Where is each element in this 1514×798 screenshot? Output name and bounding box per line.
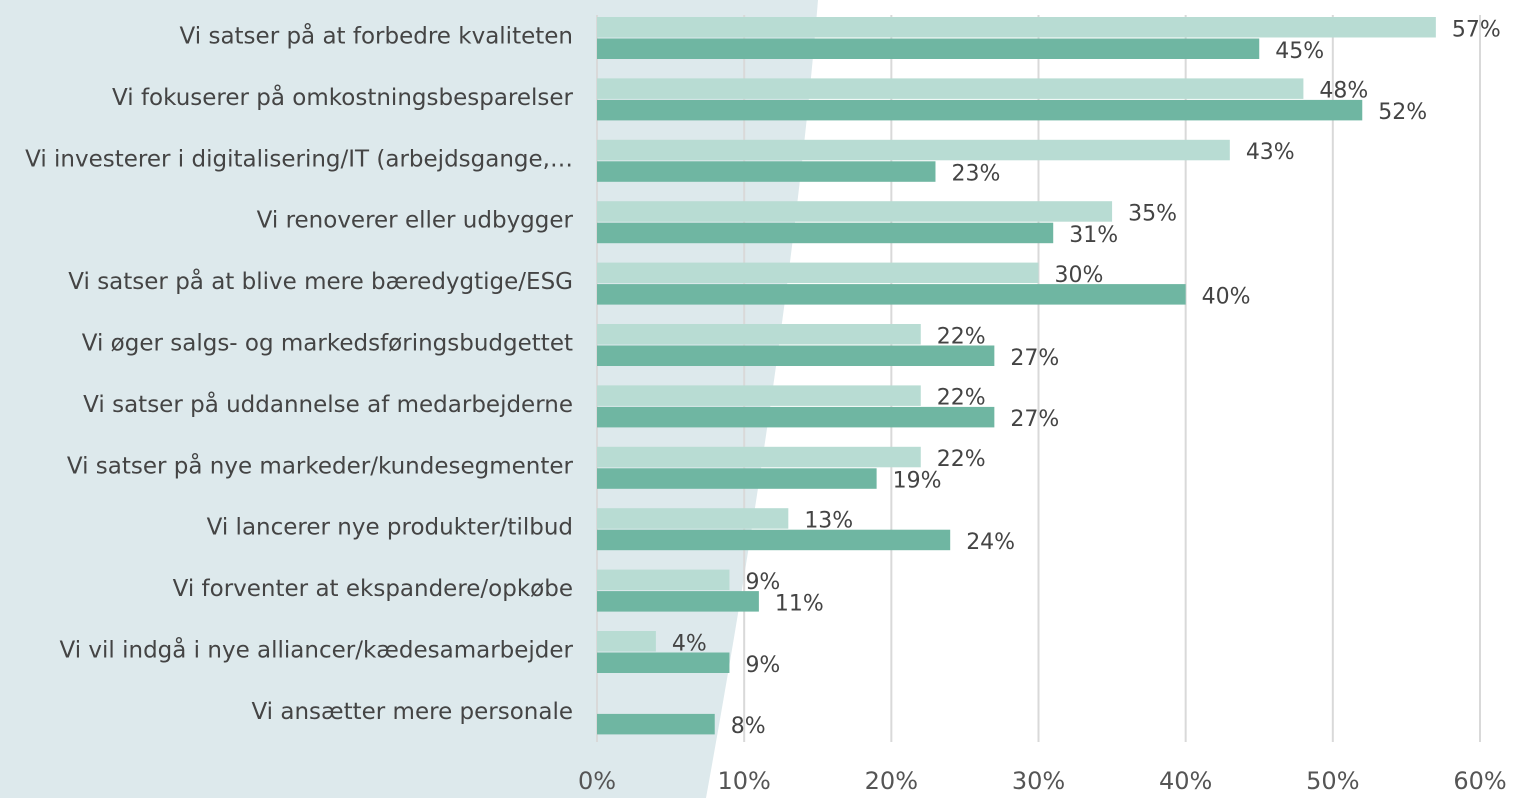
bar [597, 139, 1230, 161]
bar [597, 345, 995, 366]
bar [597, 284, 1186, 305]
x-tick-label: 30% [1012, 767, 1065, 795]
bar [597, 652, 730, 673]
bar [597, 569, 730, 591]
bar [597, 201, 1113, 222]
x-tick-label: 0% [578, 767, 616, 795]
category-label: Vi lancerer nye produkter/tilbud [207, 515, 573, 541]
category-label: Vi ansætter mere personale [251, 699, 573, 725]
value-label: 19% [893, 469, 942, 494]
value-label: 31% [1069, 223, 1118, 248]
value-label: 23% [951, 162, 1000, 187]
bar [597, 262, 1039, 284]
value-label: 9% [745, 653, 780, 678]
bar [597, 161, 936, 182]
bar [597, 446, 921, 468]
bar [597, 713, 715, 735]
category-label: Vi investerer i digitalisering/IT (arbej… [25, 146, 573, 172]
value-label: 8% [731, 714, 766, 739]
bar [597, 99, 1363, 121]
bar [597, 222, 1054, 244]
category-label: Vi satser på at forbedre kvaliteten [180, 22, 573, 50]
x-tick-label: 60% [1453, 767, 1506, 795]
value-label: 48% [1319, 79, 1368, 104]
bar [597, 17, 1436, 38]
value-label: 22% [937, 324, 986, 349]
x-tick-label: 50% [1306, 767, 1359, 795]
value-label: 13% [804, 508, 853, 533]
x-tick-label: 10% [717, 767, 770, 795]
bar [597, 591, 759, 612]
category-label: Vi fokuserer på omkostningsbesparelser [112, 83, 574, 111]
category-label: Vi øger salgs- og markedsføringsbudgette… [82, 331, 573, 357]
category-label: Vi renoverer eller udbygger [257, 208, 574, 234]
value-label: 45% [1275, 39, 1324, 64]
x-tick-label: 20% [865, 767, 918, 795]
value-label: 22% [937, 386, 986, 411]
bar [597, 468, 877, 489]
bar [597, 38, 1260, 59]
value-label: 35% [1128, 201, 1177, 226]
value-label: 43% [1246, 140, 1295, 165]
value-label: 40% [1202, 284, 1251, 309]
value-label: 24% [966, 530, 1015, 555]
category-label: Vi satser på uddannelse af medarbejderne [83, 390, 573, 418]
bar [597, 385, 921, 406]
value-label: 11% [775, 591, 824, 616]
value-label: 57% [1452, 17, 1501, 42]
value-label: 27% [1010, 346, 1059, 371]
category-label: Vi forventer at ekspandere/opkøbe [173, 576, 573, 602]
value-label: 9% [745, 570, 780, 595]
bar [597, 631, 656, 652]
value-label: 30% [1055, 263, 1104, 288]
category-label: Vi vil indgå i nye alliancer/kædesamarbe… [59, 636, 573, 664]
x-tick-label: 40% [1159, 767, 1212, 795]
category-label: Vi satser på at blive mere bæredygtige/E… [68, 267, 573, 295]
bar [597, 406, 995, 428]
value-label: 4% [672, 631, 707, 656]
category-label: Vi satser på nye markeder/kundesegmenter [67, 451, 574, 479]
bar [597, 78, 1304, 99]
value-label: 52% [1378, 100, 1427, 125]
bar [597, 324, 921, 345]
value-label: 22% [937, 447, 986, 472]
bar [597, 529, 951, 551]
bar [597, 508, 789, 529]
value-label: 27% [1010, 407, 1059, 432]
